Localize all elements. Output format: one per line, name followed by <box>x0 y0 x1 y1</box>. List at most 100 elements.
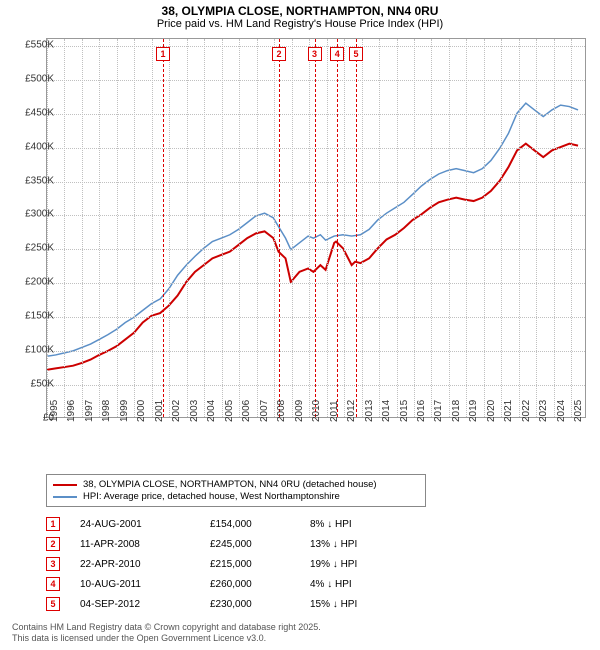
event-marker-box: 1 <box>156 47 170 61</box>
gridline <box>204 39 205 417</box>
gridline <box>47 351 585 352</box>
event-marker-box: 2 <box>46 537 60 551</box>
x-axis-label: 2010 <box>311 400 322 422</box>
gridline <box>466 39 467 417</box>
x-axis-label: 2017 <box>433 400 444 422</box>
event-marker-line <box>337 39 338 417</box>
event-marker-box: 3 <box>46 557 60 571</box>
legend-swatch <box>53 484 77 486</box>
gridline <box>449 39 450 417</box>
gridline <box>64 39 65 417</box>
x-axis-label: 2022 <box>521 400 532 422</box>
gridline <box>152 39 153 417</box>
x-axis-label: 2014 <box>381 400 392 422</box>
transaction-delta: 8% ↓ HPI <box>310 519 410 530</box>
gridline <box>117 39 118 417</box>
x-axis-label: 2013 <box>364 400 375 422</box>
gridline <box>274 39 275 417</box>
x-axis-label: 1999 <box>119 400 130 422</box>
x-axis-label: 2001 <box>154 400 165 422</box>
gridline <box>554 39 555 417</box>
gridline <box>47 114 585 115</box>
legend-item: 38, OLYMPIA CLOSE, NORTHAMPTON, NN4 0RU … <box>53 479 419 490</box>
x-axis-label: 1997 <box>84 400 95 422</box>
gridline <box>47 317 585 318</box>
y-axis-label: £550K <box>25 39 54 50</box>
x-axis-label: 1996 <box>66 400 77 422</box>
gridline <box>47 215 585 216</box>
x-axis-label: 2006 <box>241 400 252 422</box>
legend-label: 38, OLYMPIA CLOSE, NORTHAMPTON, NN4 0RU … <box>83 479 377 490</box>
y-axis-label: £300K <box>25 209 54 220</box>
price-chart: 12345 <box>46 38 586 418</box>
page-subtitle: Price paid vs. HM Land Registry's House … <box>0 18 600 30</box>
transaction-price: £215,000 <box>210 559 310 570</box>
gridline <box>397 39 398 417</box>
gridline <box>239 39 240 417</box>
y-axis-label: £50K <box>31 379 54 390</box>
event-marker-box: 5 <box>46 597 60 611</box>
transaction-delta: 13% ↓ HPI <box>310 539 410 550</box>
gridline <box>99 39 100 417</box>
transaction-delta: 15% ↓ HPI <box>310 599 410 610</box>
gridline <box>47 39 48 417</box>
gridline <box>47 148 585 149</box>
gridline <box>501 39 502 417</box>
event-marker-line <box>315 39 316 417</box>
chart-legend: 38, OLYMPIA CLOSE, NORTHAMPTON, NN4 0RU … <box>46 474 426 507</box>
legend-swatch <box>53 496 77 498</box>
y-axis-label: £500K <box>25 73 54 84</box>
gridline <box>571 39 572 417</box>
event-marker-box: 1 <box>46 517 60 531</box>
gridline <box>47 385 585 386</box>
x-axis-label: 2023 <box>538 400 549 422</box>
gridline <box>257 39 258 417</box>
series-red <box>47 144 578 370</box>
gridline <box>47 283 585 284</box>
x-axis-label: 2005 <box>224 400 235 422</box>
gridline <box>414 39 415 417</box>
gridline <box>379 39 380 417</box>
x-axis-label: 2021 <box>503 400 514 422</box>
table-row: 410-AUG-2011£260,0004% ↓ HPI <box>46 574 410 594</box>
y-axis-label: £450K <box>25 107 54 118</box>
y-axis-label: £400K <box>25 141 54 152</box>
y-axis-label: £250K <box>25 243 54 254</box>
gridline <box>519 39 520 417</box>
x-axis-label: 2024 <box>556 400 567 422</box>
x-axis-label: 2011 <box>329 400 340 422</box>
gridline <box>362 39 363 417</box>
x-axis-label: 2008 <box>276 400 287 422</box>
page-title: 38, OLYMPIA CLOSE, NORTHAMPTON, NN4 0RU <box>0 4 600 18</box>
gridline <box>327 39 328 417</box>
legend-item: HPI: Average price, detached house, West… <box>53 491 419 502</box>
gridline <box>47 80 585 81</box>
transaction-delta: 19% ↓ HPI <box>310 559 410 570</box>
x-axis-label: 1998 <box>101 400 112 422</box>
y-axis-label: £350K <box>25 175 54 186</box>
x-axis-label: 2012 <box>346 400 357 422</box>
gridline <box>536 39 537 417</box>
footer-line: This data is licensed under the Open Gov… <box>12 633 321 644</box>
transaction-price: £154,000 <box>210 519 310 530</box>
event-marker-box: 4 <box>46 577 60 591</box>
table-row: 124-AUG-2001£154,0008% ↓ HPI <box>46 514 410 534</box>
gridline <box>187 39 188 417</box>
transactions-table: 124-AUG-2001£154,0008% ↓ HPI211-APR-2008… <box>46 514 410 614</box>
footer-attribution: Contains HM Land Registry data © Crown c… <box>12 622 321 644</box>
event-marker-line <box>356 39 357 417</box>
x-axis-label: 2018 <box>451 400 462 422</box>
footer-line: Contains HM Land Registry data © Crown c… <box>12 622 321 633</box>
x-axis-label: 2000 <box>136 400 147 422</box>
x-axis-label: 2002 <box>171 400 182 422</box>
gridline <box>431 39 432 417</box>
event-marker-box: 4 <box>330 47 344 61</box>
gridline <box>292 39 293 417</box>
event-marker-box: 3 <box>308 47 322 61</box>
gridline <box>47 182 585 183</box>
event-marker-line <box>279 39 280 417</box>
x-axis-label: 2025 <box>573 400 584 422</box>
transaction-price: £245,000 <box>210 539 310 550</box>
event-marker-box: 5 <box>349 47 363 61</box>
transaction-price: £260,000 <box>210 579 310 590</box>
